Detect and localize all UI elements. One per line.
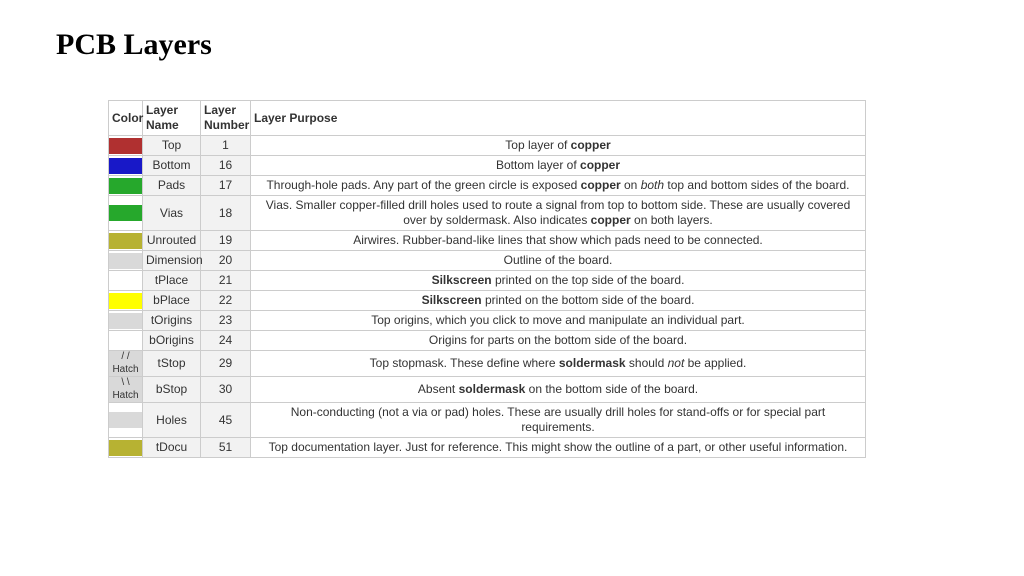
- page-title: PCB Layers: [56, 28, 212, 62]
- table-row: Top1Top layer of copper: [109, 136, 866, 156]
- color-swatch: [109, 253, 142, 269]
- color-swatch-cell: / / Hatch: [109, 351, 143, 377]
- layer-number: 16: [201, 156, 251, 176]
- layer-name: Top: [143, 136, 201, 156]
- color-swatch: [109, 205, 142, 221]
- layer-number: 17: [201, 176, 251, 196]
- layer-number: 24: [201, 331, 251, 351]
- table-row: bPlace22Silkscreen printed on the bottom…: [109, 291, 866, 311]
- layer-purpose: Non-conducting (not a via or pad) holes.…: [251, 403, 866, 438]
- table-row: Vias18Vias. Smaller copper-filled drill …: [109, 196, 866, 231]
- table-row: Holes45Non-conducting (not a via or pad)…: [109, 403, 866, 438]
- header-name: Layer Name: [143, 101, 201, 136]
- color-swatch-cell: [109, 271, 143, 291]
- layer-name: tStop: [143, 351, 201, 377]
- table-row: tOrigins23Top origins, which you click t…: [109, 311, 866, 331]
- color-swatch: [109, 178, 142, 194]
- layer-name: bStop: [143, 377, 201, 403]
- color-swatch: [109, 333, 142, 349]
- layer-name: Vias: [143, 196, 201, 231]
- layer-name: Bottom: [143, 156, 201, 176]
- layer-name: tOrigins: [143, 311, 201, 331]
- color-swatch: [109, 412, 142, 428]
- table-header-row: Color Layer Name Layer Number Layer Purp…: [109, 101, 866, 136]
- layer-purpose: Vias. Smaller copper-filled drill holes …: [251, 196, 866, 231]
- table-row: bOrigins24Origins for parts on the botto…: [109, 331, 866, 351]
- pcb-layers-table: Color Layer Name Layer Number Layer Purp…: [108, 100, 866, 458]
- color-swatch-cell: [109, 231, 143, 251]
- table-row: Bottom16Bottom layer of copper: [109, 156, 866, 176]
- layer-name: bOrigins: [143, 331, 201, 351]
- color-swatch-cell: [109, 156, 143, 176]
- color-swatch-cell: [109, 311, 143, 331]
- layer-number: 21: [201, 271, 251, 291]
- layer-purpose: Top stopmask. These define where solderm…: [251, 351, 866, 377]
- table-row: / / HatchtStop29Top stopmask. These defi…: [109, 351, 866, 377]
- color-swatch: [109, 158, 142, 174]
- layer-purpose: Origins for parts on the bottom side of …: [251, 331, 866, 351]
- layer-purpose: Bottom layer of copper: [251, 156, 866, 176]
- header-number: Layer Number: [201, 101, 251, 136]
- color-swatch: [109, 313, 142, 329]
- color-swatch: [109, 273, 142, 289]
- color-swatch: [109, 138, 142, 154]
- layer-number: 45: [201, 403, 251, 438]
- layer-purpose: Absent soldermask on the bottom side of …: [251, 377, 866, 403]
- table-row: tPlace21Silkscreen printed on the top si…: [109, 271, 866, 291]
- color-swatch-cell: [109, 403, 143, 438]
- header-color: Color: [109, 101, 143, 136]
- layer-purpose: Top documentation layer. Just for refere…: [251, 438, 866, 458]
- layer-name: Pads: [143, 176, 201, 196]
- table-row: Unrouted19Airwires. Rubber-band-like lin…: [109, 231, 866, 251]
- table-row: Pads17Through-hole pads. Any part of the…: [109, 176, 866, 196]
- table-row: tDocu51Top documentation layer. Just for…: [109, 438, 866, 458]
- layer-purpose: Silkscreen printed on the bottom side of…: [251, 291, 866, 311]
- layer-number: 1: [201, 136, 251, 156]
- layer-name: Dimension: [143, 251, 201, 271]
- layer-number: 22: [201, 291, 251, 311]
- table-row: Dimension20Outline of the board.: [109, 251, 866, 271]
- layer-purpose: Top layer of copper: [251, 136, 866, 156]
- layer-number: 19: [201, 231, 251, 251]
- layer-number: 23: [201, 311, 251, 331]
- slide-page: PCB Layers Color Layer Name Layer Number…: [0, 0, 1024, 576]
- color-swatch-cell: [109, 196, 143, 231]
- pcb-layers-table-wrap: Color Layer Name Layer Number Layer Purp…: [108, 100, 866, 458]
- layer-name: tPlace: [143, 271, 201, 291]
- layer-name: tDocu: [143, 438, 201, 458]
- layer-purpose: Top origins, which you click to move and…: [251, 311, 866, 331]
- pcb-layers-tbody: Top1Top layer of copperBottom16Bottom la…: [109, 136, 866, 458]
- color-swatch: [109, 293, 142, 309]
- color-swatch: [109, 440, 142, 456]
- layer-number: 18: [201, 196, 251, 231]
- layer-purpose: Outline of the board.: [251, 251, 866, 271]
- color-swatch: [109, 233, 142, 249]
- color-swatch-cell: \ \ Hatch: [109, 377, 143, 403]
- layer-number: 29: [201, 351, 251, 377]
- color-swatch-cell: [109, 176, 143, 196]
- layer-name: Unrouted: [143, 231, 201, 251]
- color-swatch-cell: [109, 438, 143, 458]
- table-row: \ \ HatchbStop30Absent soldermask on the…: [109, 377, 866, 403]
- layer-name: Holes: [143, 403, 201, 438]
- header-purpose: Layer Purpose: [251, 101, 866, 136]
- layer-purpose: Silkscreen printed on the top side of th…: [251, 271, 866, 291]
- layer-number: 30: [201, 377, 251, 403]
- color-swatch-cell: [109, 251, 143, 271]
- color-swatch-cell: [109, 291, 143, 311]
- layer-purpose: Airwires. Rubber-band-like lines that sh…: [251, 231, 866, 251]
- layer-number: 51: [201, 438, 251, 458]
- color-swatch-cell: [109, 136, 143, 156]
- layer-purpose: Through-hole pads. Any part of the green…: [251, 176, 866, 196]
- layer-number: 20: [201, 251, 251, 271]
- layer-name: bPlace: [143, 291, 201, 311]
- color-swatch-cell: [109, 331, 143, 351]
